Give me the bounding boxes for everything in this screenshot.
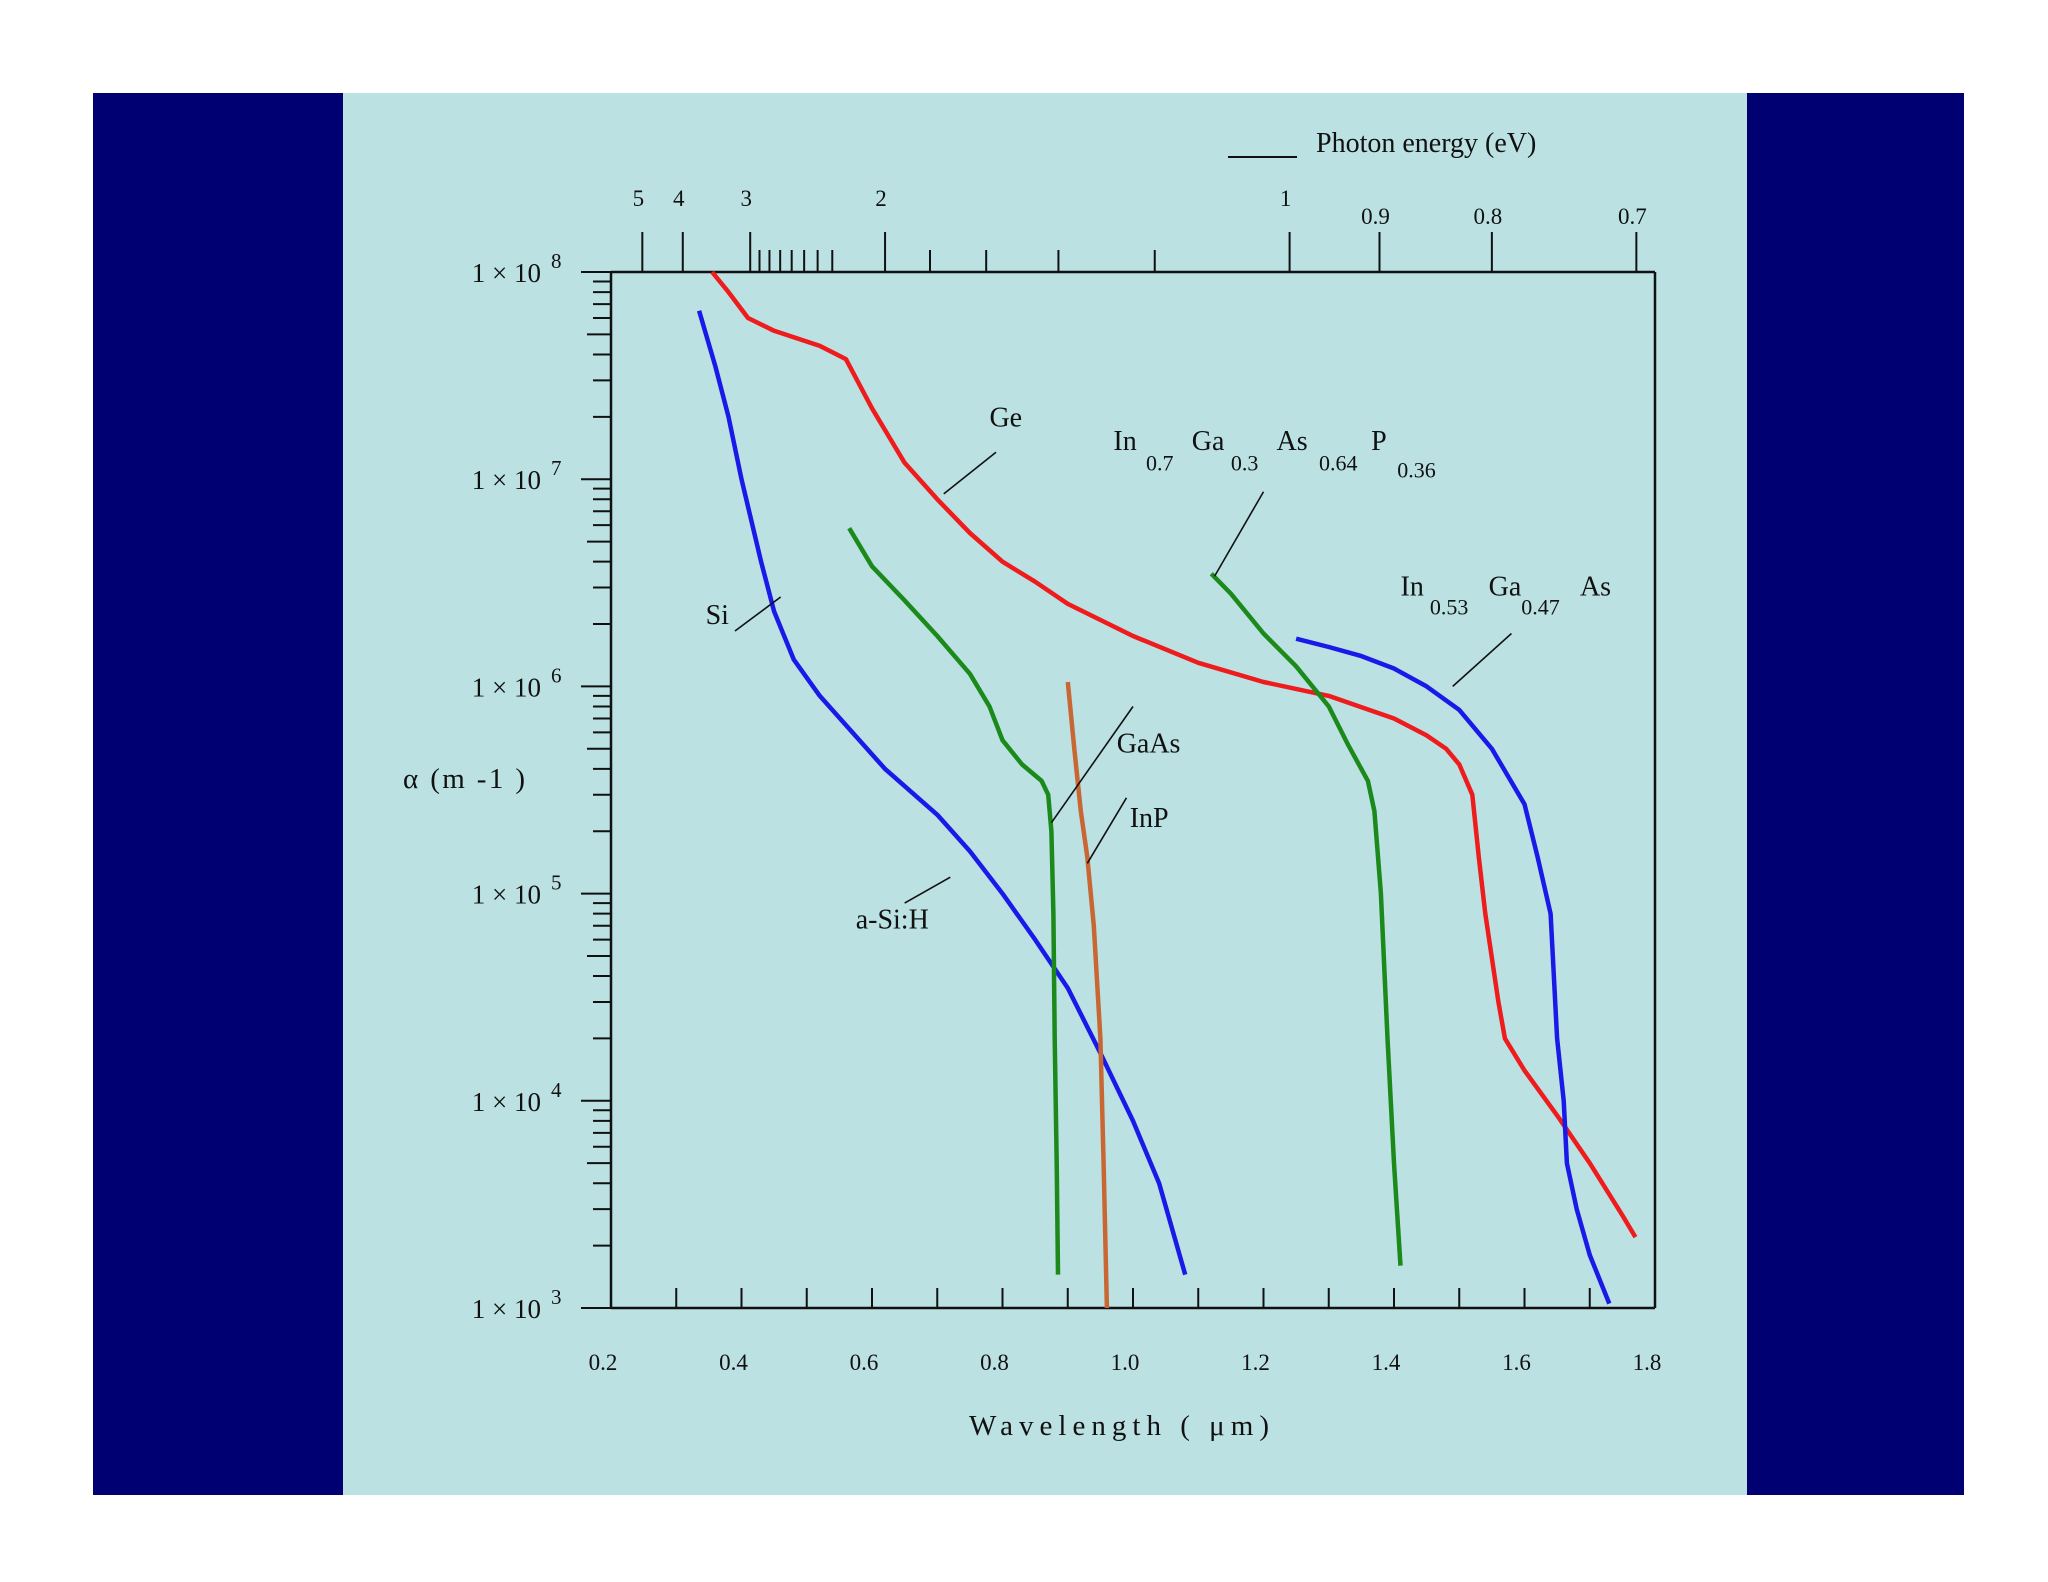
y-tick-mantissa: 1 × 10 [472,465,541,495]
y-axis-title: α (m -1 ) [403,763,525,795]
curve-label: In [1113,426,1136,457]
top-tick-label: 0.8 [1474,204,1503,229]
x-tick-label: 1.4 [1372,1350,1401,1375]
y-tick-exponent: 6 [551,663,562,687]
x-tick-label: 0.8 [980,1350,1009,1375]
curve-label: As [1580,571,1611,602]
leader-line [904,876,951,904]
curve-label: As [1277,426,1308,457]
y-tick-exponent: 3 [551,1285,562,1309]
curve-label: 0.3 [1231,451,1259,476]
curve-label: Ga [1489,571,1522,602]
x-tick-label: 0.4 [719,1350,748,1375]
top-tick-label: 0.7 [1618,204,1647,229]
top-tick-label: 5 [633,186,645,211]
series-layer [696,270,1638,1309]
leader-line [1452,632,1512,687]
curve-label: GaAs [1117,728,1181,759]
y-tick-exponent: 4 [551,1078,562,1102]
leader-line [734,596,782,632]
leader-line [943,451,997,495]
leader-line [1213,491,1265,577]
y-tick-exponent: 7 [551,456,562,480]
top-tick-label: 0.9 [1361,204,1390,229]
curve-label: 0.64 [1319,451,1358,476]
x-tick-label: 1.0 [1111,1350,1140,1375]
series-line-1 [696,310,1188,1276]
y-tick-exponent: 8 [551,249,562,273]
curve-label: 0.53 [1430,595,1469,620]
series-line-2 [847,527,1061,1275]
series-line-5 [1295,636,1612,1305]
x-tick-label: 1.8 [1633,1350,1662,1375]
x-tick-label: 0.6 [850,1350,879,1375]
labels-layer: GeSiGaAsInPa-Si:HIn0.7Ga0.3As0.64P0.36In… [706,402,1611,935]
top-tick-label: 2 [875,186,887,211]
chart-panel [343,93,1747,1495]
y-tick-mantissa: 1 × 10 [472,258,541,288]
axes: 0.2 0.4 0.6 0.8 1.0 1.2 1.4 1.6 1.8 1 × 10 3 1 × 10… [403,128,1661,1442]
curve-label: In [1401,571,1424,602]
y-tick-exponent: 5 [551,871,562,895]
curve-label: a-Si:H [856,904,929,935]
leader-line [1050,706,1134,824]
x-tick-label: 0.2 [589,1350,618,1375]
y-tick-mantissa: 1 × 10 [472,1087,541,1117]
x-tick-label: 1.6 [1502,1350,1531,1375]
series-line-3 [1065,681,1110,1309]
curve-label: 0.36 [1397,457,1436,482]
top-tick-label: 4 [673,186,685,211]
curve-label: InP [1130,803,1169,834]
y-tick-mantissa: 1 × 10 [472,880,541,910]
series-line-4 [1209,572,1403,1266]
curve-label: 0.47 [1521,595,1560,620]
y-tick-mantissa: 1 × 10 [472,1294,541,1324]
y-tick-mantissa: 1 × 10 [472,672,541,702]
leader-line [1086,797,1128,864]
top-tick-label: 1 [1280,186,1292,211]
curve-label: P [1371,426,1387,457]
curve-label: Ga [1192,426,1225,457]
top-tick-label: 3 [740,186,752,211]
series-line-0 [710,270,1638,1239]
curve-label: Si [706,600,730,631]
x-axis-title: Wavelength ( μm) [969,1410,1269,1442]
x-tick-label: 1.2 [1241,1350,1270,1375]
photon-energy-label: Photon energy (eV) [1316,128,1536,159]
curve-label: Ge [989,402,1022,433]
curve-label: 0.7 [1146,451,1174,476]
